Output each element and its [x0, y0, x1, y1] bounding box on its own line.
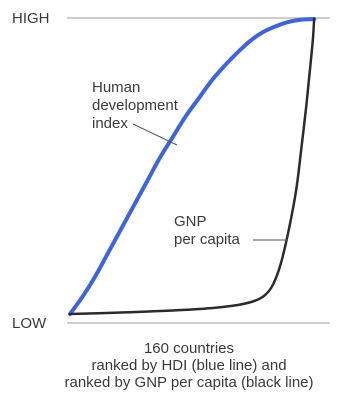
series-line-hdi [68, 17, 317, 316]
gnp-series-label-line-1: GNP [174, 213, 207, 230]
hdi-series-label-line-1: Human [92, 79, 140, 96]
hdi-series-label-line-2: development [92, 97, 179, 114]
series-line-gnp [68, 17, 316, 316]
caption-line-3: ranked by GNP per capita (black line) [64, 374, 313, 391]
hdi-series-label-line-3: index [92, 115, 128, 132]
gnp-series-label-line-2: per capita [174, 231, 241, 248]
caption-line-2: ranked by HDI (blue line) and [91, 357, 286, 374]
hdi-label-leader [132, 123, 178, 146]
y-axis-low-label: LOW [12, 315, 47, 332]
y-axis-high-label: HIGH [12, 10, 50, 27]
caption-line-1: 160 countries [144, 340, 234, 357]
